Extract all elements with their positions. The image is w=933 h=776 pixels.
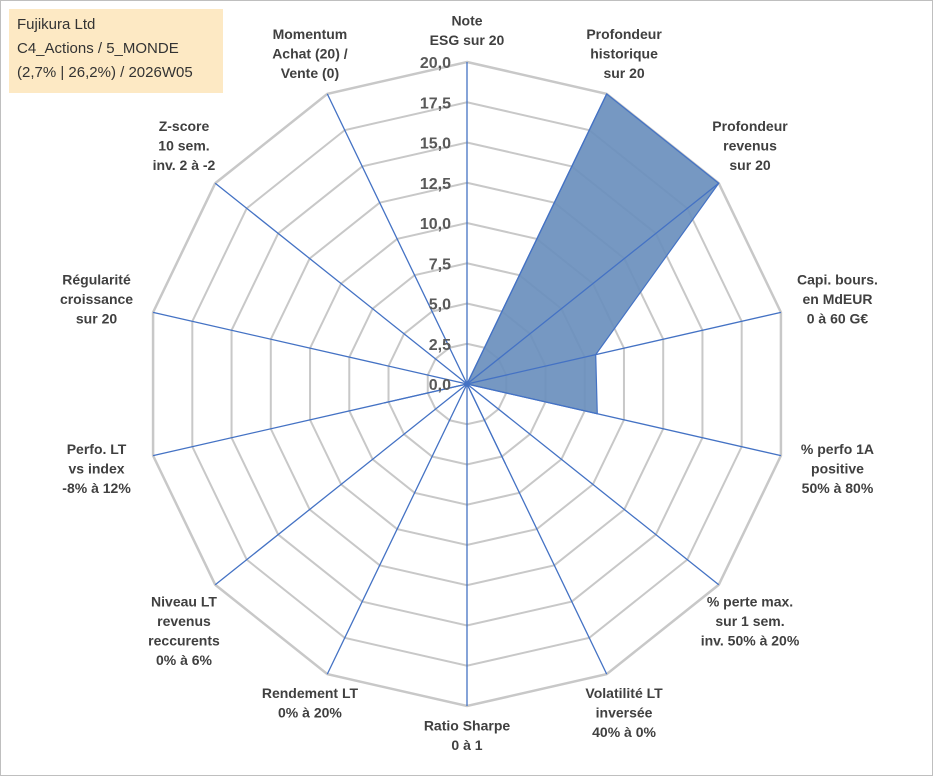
tick-label: 20,0 (420, 55, 451, 72)
axis-label-line: en MdEUR (802, 291, 872, 307)
axis-label-line: sur 20 (729, 157, 770, 173)
axis-label-line: 50% à 80% (802, 480, 874, 496)
axis-label-2: Profondeur revenus sur 20 (712, 118, 788, 173)
axis-label-line: sur 20 (603, 65, 644, 81)
axis-label-8: Rendement LT 0% à 20% (262, 685, 359, 721)
axis-label-line: Volatilité LT (585, 685, 663, 701)
axis-label-line: 10 sem. (158, 138, 209, 154)
axis-spoke (466, 182, 720, 385)
axis-label-line: vs index (69, 460, 125, 476)
axis-label-7: Ratio Sharpe 0 à 1 (424, 718, 511, 754)
axis-label-4: % perfo 1A positive 50% à 80% (801, 441, 874, 496)
axis-label-line: reccurents (148, 632, 220, 648)
axis-label-line: inversée (596, 704, 653, 720)
info-box: Fujikura Ltd C4_Actions / 5_MONDE (2,7% … (9, 9, 223, 93)
tick-label: 0,0 (429, 377, 451, 394)
info-stats-week: (2,7% | 26,2%) / 2026W05 (17, 64, 193, 81)
axis-label-6: Volatilité LT inversée 40% à 0% (585, 685, 663, 740)
axis-spoke (466, 383, 720, 586)
axis-label-12: Z-score 10 sem. inv. 2 à -2 (153, 118, 216, 173)
axis-label-line: sur 20 (76, 311, 117, 327)
axis-label-line: 40% à 0% (592, 724, 656, 740)
axis-label-line: Achat (20) / (272, 45, 348, 61)
axis-label-line: % perfo 1A (801, 441, 874, 457)
axis-label-line: Profondeur (712, 118, 788, 134)
axis-label-11: Régularité croissance sur 20 (60, 272, 133, 327)
axis-spoke (466, 383, 608, 675)
info-portfolio: C4_Actions / 5_MONDE (17, 40, 179, 57)
axis-label-5: % perte max. sur 1 sem. inv. 50% à 20% (701, 593, 800, 648)
info-company-name: Fujikura Ltd (17, 16, 96, 33)
axis-spoke (326, 383, 468, 675)
axis-label-line: Régularité (62, 272, 131, 288)
axis-label-line: Profondeur (586, 26, 662, 42)
axis-spoke (214, 182, 468, 385)
axis-label-3: Capi. bours. en MdEUR 0 à 60 G€ (797, 272, 878, 327)
axis-label-line: Rendement LT (262, 685, 359, 701)
axis-label-line: 0 à 60 G€ (807, 311, 869, 327)
axis-spoke (466, 93, 608, 385)
axis-label-line: Capi. bours. (797, 272, 878, 288)
axis-label-line: 0% à 20% (278, 704, 342, 720)
axis-label-line: -8% à 12% (62, 480, 131, 496)
radar-tick-labels: 0,0 2,5 5,0 7,5 10,0 12,5 15,0 17,5 20,0 (420, 55, 451, 394)
radar-axis-labels: Note ESG sur 20 Profondeur historique sur 20… (60, 13, 878, 754)
axis-label-line: Z-score (159, 118, 210, 134)
axis-label-line: inv. 2 à -2 (153, 157, 216, 173)
axis-label-line: ESG sur 20 (430, 32, 505, 48)
axis-label-10: Perfo. LT vs index -8% à 12% (62, 441, 131, 496)
axis-spoke (214, 383, 468, 586)
axis-label-line: Perfo. LT (67, 441, 127, 457)
axis-label-line: Momentum (273, 26, 348, 42)
axis-label-line: Vente (0) (281, 65, 339, 81)
tick-label: 12,5 (420, 176, 451, 193)
axis-label-line: sur 1 sem. (715, 613, 784, 629)
axis-label-13: Momentum Achat (20) / Vente (0) (272, 26, 348, 81)
axis-label-line: % perte max. (707, 593, 793, 609)
axis-label-line: Note (451, 13, 482, 29)
axis-label-line: Ratio Sharpe (424, 718, 511, 734)
tick-label: 5,0 (429, 297, 451, 314)
axis-label-line: positive (811, 460, 864, 476)
axis-label-0: Note ESG sur 20 (430, 13, 505, 49)
tick-label: 2,5 (429, 337, 451, 354)
axis-label-line: croissance (60, 291, 133, 307)
axis-label-1: Profondeur historique sur 20 (586, 26, 662, 81)
axis-label-line: 0% à 6% (156, 652, 213, 668)
axis-spoke (466, 383, 782, 457)
axis-spoke (152, 383, 468, 457)
axis-label-line: revenus (723, 138, 777, 154)
tick-label: 10,0 (420, 216, 451, 233)
axis-label-line: revenus (157, 613, 211, 629)
tick-label: 7,5 (429, 256, 451, 273)
axis-label-line: 0 à 1 (451, 737, 482, 753)
axis-spoke (326, 93, 468, 385)
axis-label-9: Niveau LT revenus reccurents 0% à 6% (148, 593, 220, 668)
axis-spoke (152, 311, 468, 385)
axis-label-line: historique (590, 45, 658, 61)
radar-spokes (152, 62, 782, 706)
axis-label-line: inv. 50% à 20% (701, 632, 800, 648)
axis-spoke (466, 311, 782, 385)
tick-label: 17,5 (420, 95, 451, 112)
axis-label-line: Niveau LT (151, 593, 217, 609)
tick-label: 15,0 (420, 136, 451, 153)
